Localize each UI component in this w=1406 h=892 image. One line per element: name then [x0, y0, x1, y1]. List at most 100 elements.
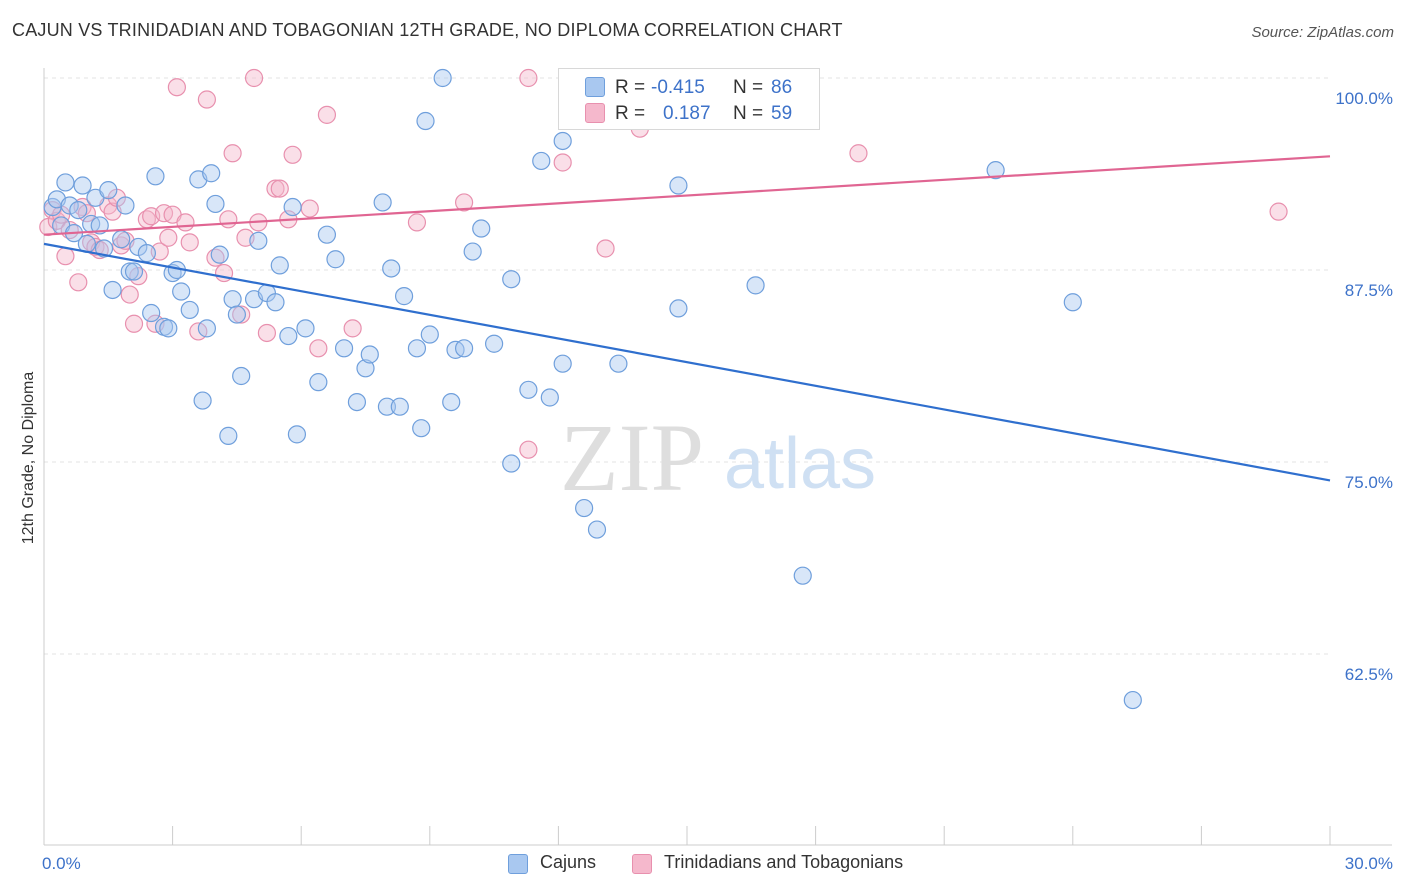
n-value: 86 — [771, 77, 793, 98]
y-tick-label: 100.0% — [1335, 89, 1393, 108]
data-point — [463, 242, 482, 261]
trend-line-cajuns — [43, 242, 1331, 482]
data-point — [532, 151, 551, 171]
data-point — [407, 339, 427, 358]
data-point — [669, 176, 688, 195]
data-point — [519, 440, 538, 459]
data-point — [283, 197, 302, 217]
data-point — [382, 259, 401, 278]
data-point — [197, 319, 216, 338]
data-point — [587, 520, 607, 539]
data-point — [553, 153, 572, 172]
trend-line-trinidadians — [43, 155, 1331, 236]
cajuns-swatch — [585, 77, 605, 97]
data-point — [317, 225, 337, 244]
n-value: 59 — [771, 103, 793, 124]
data-point — [377, 397, 397, 416]
cajuns-swatch — [508, 854, 528, 874]
data-point — [553, 354, 572, 373]
data-point — [454, 339, 474, 358]
data-point — [334, 339, 354, 358]
data-point — [1269, 202, 1288, 221]
data-point — [553, 131, 572, 151]
n-label: N = — [733, 103, 764, 124]
y-axis-title: 12th Grade, No Diploma — [20, 371, 37, 545]
data-point — [202, 164, 221, 183]
y-tick-label: 62.5% — [1345, 665, 1393, 684]
data-point — [232, 305, 251, 324]
data-point — [124, 314, 144, 333]
data-point — [575, 498, 594, 518]
data-point — [270, 179, 289, 198]
data-point — [343, 319, 362, 338]
data-point — [197, 90, 216, 109]
data-point — [219, 426, 238, 445]
data-point — [176, 213, 195, 232]
data-point — [124, 262, 144, 281]
data-point — [219, 210, 238, 229]
data-point — [193, 391, 212, 410]
data-point — [279, 326, 298, 346]
r-value: -0.415 — [651, 77, 705, 98]
data-point — [502, 270, 521, 289]
data-point — [94, 239, 114, 258]
watermark: ZIP atlas — [560, 404, 876, 511]
trend-lines — [43, 155, 1331, 482]
data-point — [317, 105, 337, 124]
data-point — [167, 78, 186, 97]
data-point — [596, 239, 615, 258]
data-point — [746, 276, 765, 295]
data-point — [986, 161, 1005, 180]
data-point — [519, 380, 538, 399]
data-point — [180, 300, 199, 320]
data-point — [266, 179, 285, 198]
trinidadians-swatch — [585, 103, 605, 123]
data-point — [390, 397, 409, 416]
data-point — [227, 305, 246, 324]
data-point — [60, 196, 79, 215]
data-point — [223, 144, 242, 163]
data-point — [159, 228, 178, 247]
data-point — [287, 425, 307, 444]
grid-lines — [44, 77, 1330, 655]
data-point — [540, 388, 559, 407]
y-tick-label: 75.0% — [1345, 473, 1393, 492]
data-point — [454, 193, 474, 212]
tick-labels: 62.5% 75.0% 87.5% 100.0% 0.0% 30.0% — [42, 89, 1393, 873]
data-point — [120, 285, 139, 304]
data-point — [412, 419, 431, 438]
data-point — [309, 339, 328, 358]
data-point — [270, 256, 289, 275]
data-point — [116, 196, 135, 215]
data-point — [420, 325, 439, 344]
data-point — [1063, 293, 1082, 312]
y-tick-label: 87.5% — [1345, 281, 1393, 300]
data-point — [112, 230, 131, 249]
legend-label: Cajuns — [540, 852, 597, 872]
data-point — [69, 273, 88, 292]
stats-legend: R = -0.415 N = 86 R = 0.187 N = 59 — [558, 68, 820, 130]
data-point — [142, 303, 161, 323]
n-label: N = — [733, 77, 764, 98]
data-point — [56, 247, 75, 266]
data-point — [309, 373, 328, 392]
legend-label: Trinidadians and Tobagonians — [664, 852, 904, 872]
data-point — [669, 299, 688, 318]
watermark-atlas: atlas — [724, 424, 876, 504]
data-point — [793, 566, 812, 585]
data-point — [99, 181, 118, 200]
data-point — [407, 213, 427, 232]
chart-title: CAJUN VS TRINIDADIAN AND TOBAGONIAN 12TH… — [12, 20, 843, 40]
data-point — [300, 199, 319, 218]
watermark-zip: ZIP — [560, 404, 704, 511]
data-point — [360, 345, 379, 364]
axes — [43, 68, 1392, 846]
data-point — [103, 280, 122, 300]
data-point — [266, 293, 285, 312]
data-point — [73, 176, 92, 195]
trinidadians-swatch — [632, 854, 652, 874]
x-tick-label: 30.0% — [1345, 854, 1393, 873]
data-point — [394, 287, 414, 306]
data-point — [283, 145, 302, 164]
